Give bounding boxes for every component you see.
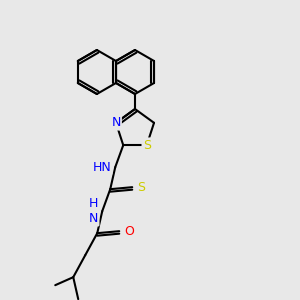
- Text: N: N: [111, 116, 121, 129]
- Text: H
N: H N: [89, 197, 98, 225]
- Text: O: O: [124, 225, 134, 238]
- Text: S: S: [143, 139, 151, 152]
- Text: S: S: [137, 181, 145, 194]
- Text: HN: HN: [92, 161, 111, 174]
